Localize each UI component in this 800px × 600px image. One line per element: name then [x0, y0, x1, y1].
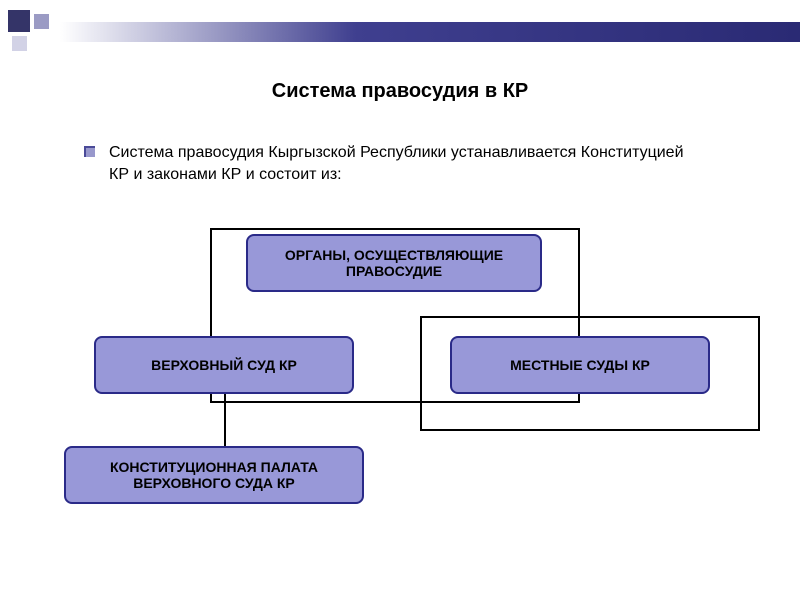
node-const: КОНСТИТУЦИОННАЯ ПАЛАТА ВЕРХОВНОГО СУДА К…: [64, 446, 364, 504]
intro-text: Система правосудия Кыргызской Республики…: [109, 142, 684, 185]
logo-square-light: [12, 36, 27, 51]
node-root: ОРГАНЫ, ОСУЩЕСТВЛЯЮЩИЕ ПРАВОСУДИЕ: [246, 234, 542, 292]
node-local: МЕСТНЫЕ СУДЫ КР: [450, 336, 710, 394]
intro-bullet: Система правосудия Кыргызской Республики…: [84, 142, 684, 185]
connector-supreme-to-const: [224, 394, 226, 446]
logo-square-mid: [34, 14, 49, 29]
logo-square-dark: [8, 10, 30, 32]
page-title: Система правосудия в КР: [0, 80, 800, 103]
top-gradient-bar: [60, 22, 800, 42]
bullet-marker-icon: [84, 146, 95, 157]
corner-logo: [8, 10, 62, 64]
node-supreme: ВЕРХОВНЫЙ СУД КР: [94, 336, 354, 394]
